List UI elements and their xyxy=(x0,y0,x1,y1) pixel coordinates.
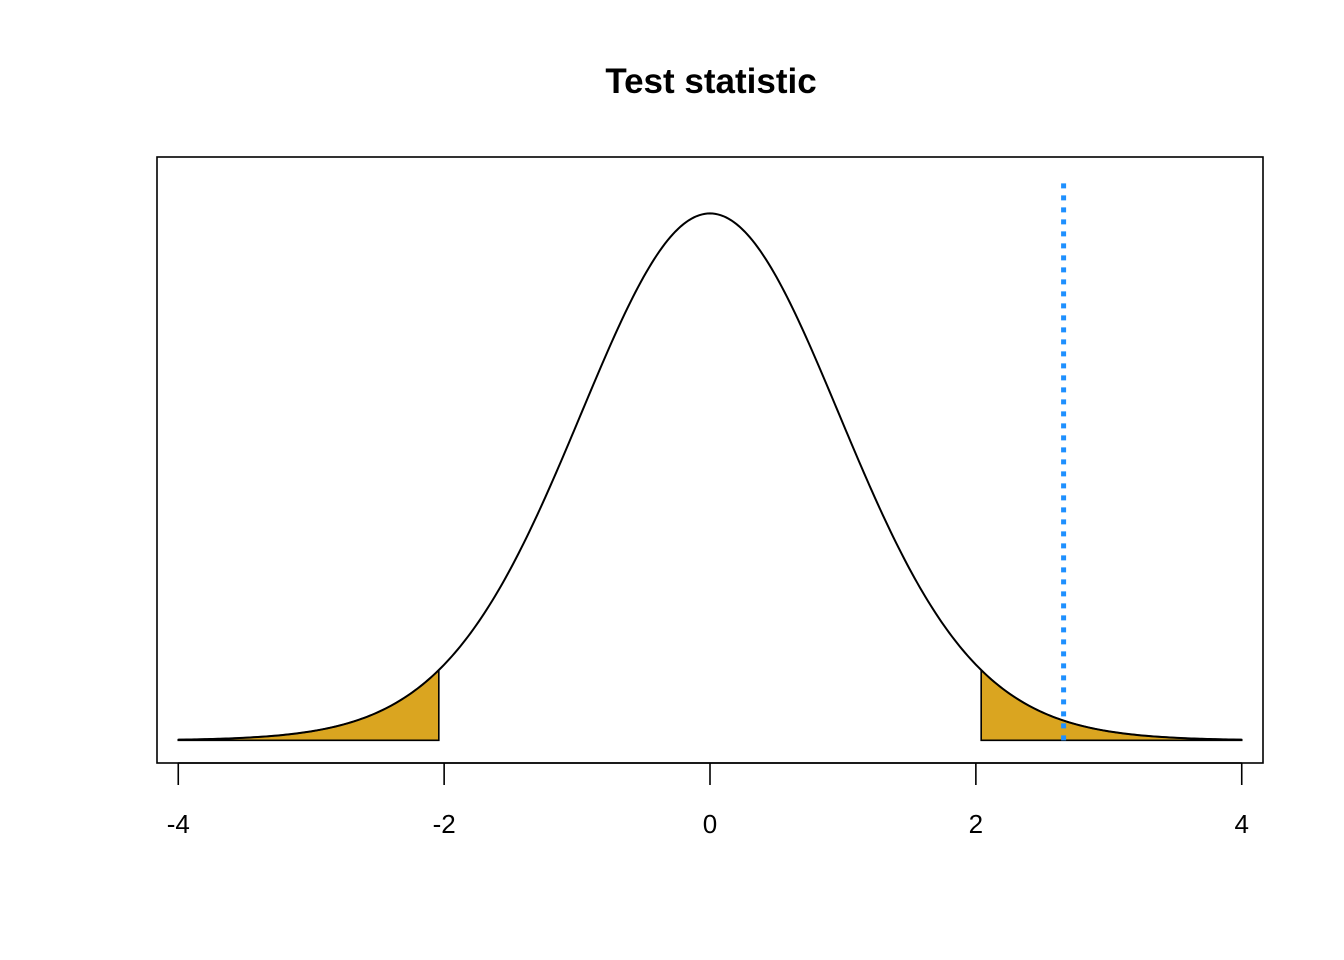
x-tick-label: 2 xyxy=(969,809,983,839)
plot-frame xyxy=(156,156,1264,764)
x-tick-label: -4 xyxy=(167,809,190,839)
chart-title: Test statistic xyxy=(605,62,816,101)
x-tick-label: 0 xyxy=(703,809,717,839)
x-axis: -4 -2 0 2 4 xyxy=(167,762,1249,839)
critical-region-left xyxy=(177,668,440,742)
x-tick-label: -2 xyxy=(433,809,456,839)
critical-regions xyxy=(177,668,1243,742)
x-tick-label: 4 xyxy=(1234,809,1248,839)
critical-region-right xyxy=(980,668,1243,742)
density-curve xyxy=(178,212,1242,741)
